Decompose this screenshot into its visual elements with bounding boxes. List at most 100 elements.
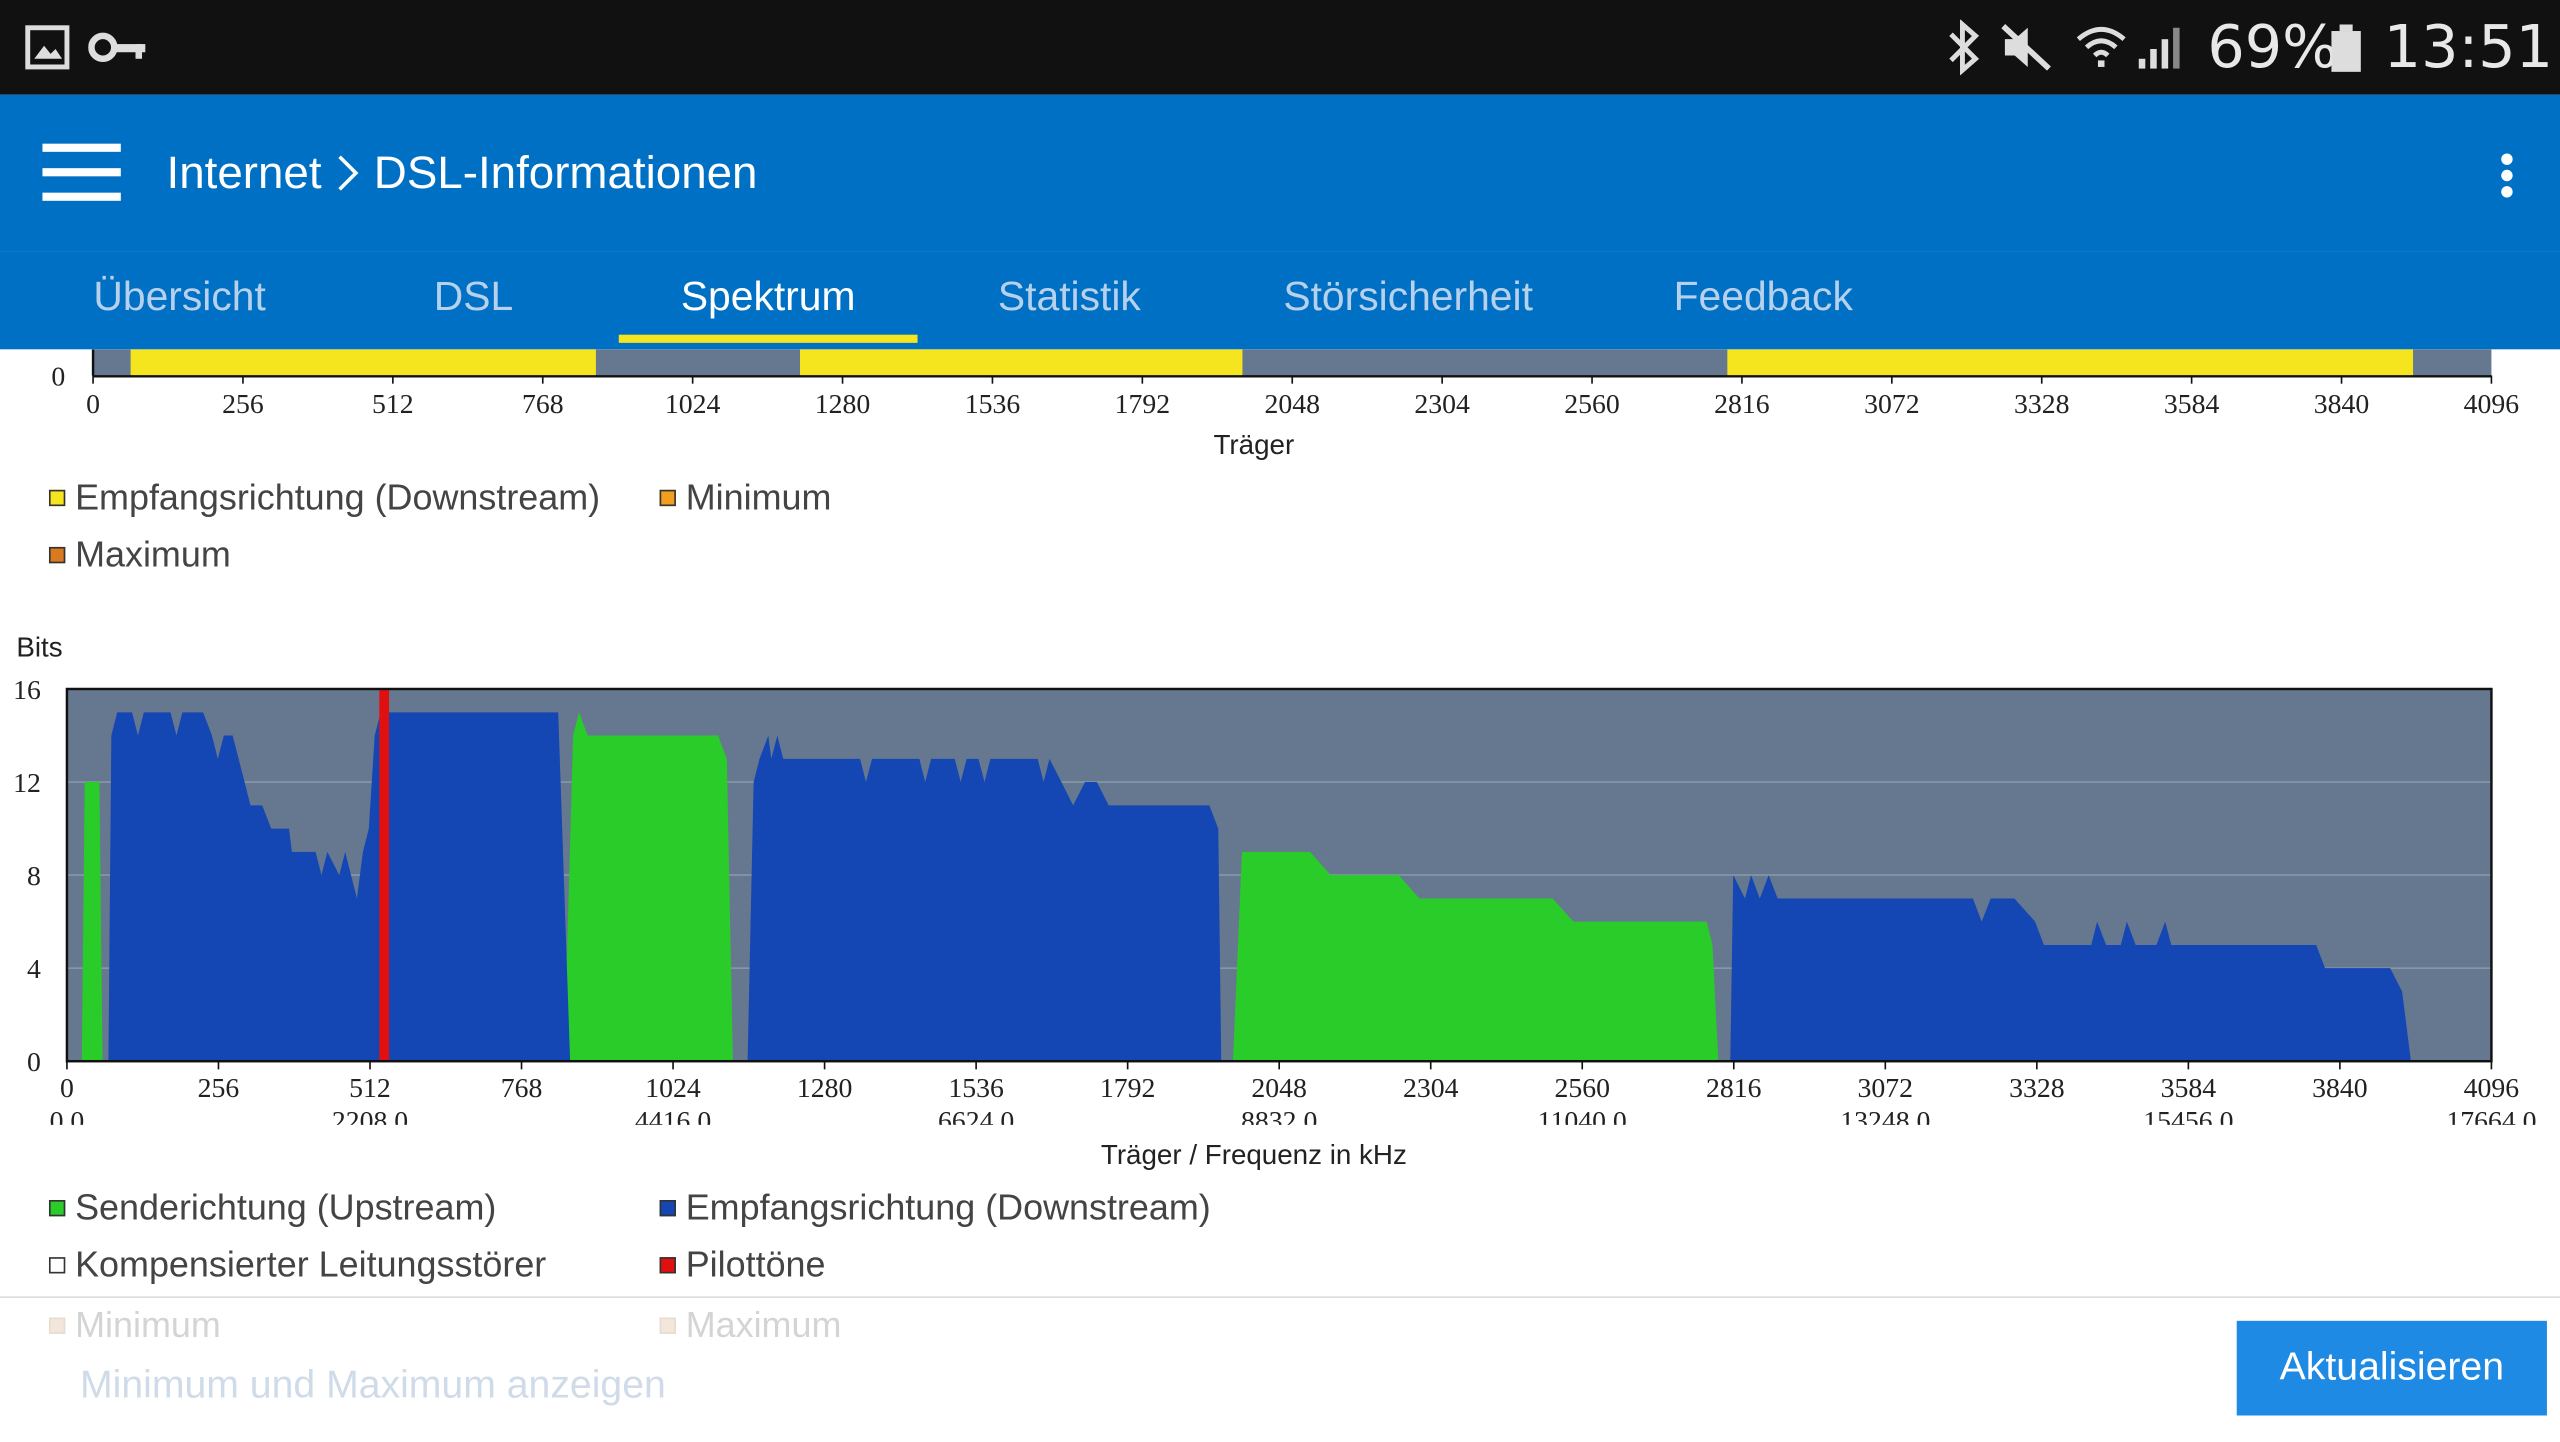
snr-x-tick-label: 0 — [86, 389, 100, 420]
x-tick-label: 4096 — [2464, 1073, 2520, 1104]
snr-x-axis-title: Träger — [1213, 429, 1295, 461]
x-tick-label: 1024 — [645, 1073, 701, 1104]
tab-feedback[interactable]: Feedback — [1673, 274, 1853, 320]
snr-band — [1727, 349, 2414, 376]
breadcrumb-parent[interactable]: Internet — [166, 146, 322, 198]
snr-x-tick-label: 3840 — [2314, 389, 2370, 420]
y-tick-label: 0 — [27, 1047, 41, 1078]
legend-label: Empfangsrichtung (Downstream) — [75, 476, 601, 518]
active-tab-indicator — [618, 334, 918, 343]
snr-band — [130, 349, 596, 376]
legend-swatch-yellow — [48, 489, 66, 507]
series-area — [1730, 875, 2411, 1062]
snr-x-tick-label: 2304 — [1414, 389, 1470, 420]
series-area — [1232, 851, 1719, 1062]
freq-tick-label: 2208.0 — [332, 1106, 408, 1125]
legend-swatch-dark-orange — [48, 546, 66, 564]
legend-label: Maximum — [75, 533, 231, 575]
hamburger-menu-button[interactable] — [42, 143, 124, 203]
tab-uebersicht[interactable]: Übersicht — [93, 274, 266, 320]
snr-x-tick-label: 1792 — [1115, 389, 1171, 420]
x-tick-label: 3584 — [2161, 1073, 2217, 1104]
legend-label: Minimum — [685, 476, 832, 518]
snr-x-tick-label: 1280 — [815, 389, 871, 420]
tab-statistik[interactable]: Statistik — [997, 274, 1141, 320]
snr-x-tick-label: 3584 — [2164, 389, 2220, 420]
series-area — [108, 712, 571, 1062]
snr-x-tick-label: 4096 — [2464, 389, 2520, 420]
signal-icon — [2132, 0, 2191, 95]
legend-item[interactable]: Kompensierter Leitungsstörer — [48, 1244, 546, 1286]
wifi-icon — [2073, 0, 2129, 95]
y-tick-label: 16 — [13, 675, 41, 706]
x-tick-label: 3840 — [2312, 1073, 2368, 1104]
legend-swatch-red — [659, 1257, 676, 1274]
legend-swatch-blue — [659, 1199, 676, 1217]
legend-item[interactable]: Empfangsrichtung (Downstream) — [48, 476, 601, 519]
legend-item[interactable]: Pilottöne — [659, 1244, 826, 1286]
freq-tick-label: 13248.0 — [1840, 1106, 1930, 1125]
page-title: DSL-Informationen — [373, 146, 758, 198]
legend-swatch-faded — [48, 1317, 66, 1334]
vpn-key-icon — [88, 0, 150, 95]
series-area — [564, 712, 733, 1062]
tab-stoersicherheit[interactable]: Störsicherheit — [1283, 274, 1533, 320]
freq-tick-label: 11040.0 — [1538, 1106, 1627, 1125]
bits-chart: 0 4 8 12 16 0 256 512 768 1024 1280 1536 1792 2048 230… — [13, 675, 2536, 1125]
snr-x-tick-label: 2560 — [1564, 389, 1620, 420]
image-icon — [23, 0, 72, 95]
legend-item[interactable]: Empfangsrichtung (Downstream) — [659, 1186, 1211, 1229]
legend-label: Empfangsrichtung (Downstream) — [685, 1186, 1211, 1228]
legend-swatch-green — [48, 1199, 66, 1217]
battery-icon — [2327, 0, 2366, 95]
snr-x-tick-label: 3328 — [2014, 389, 2069, 420]
x-tick-label: 1536 — [948, 1073, 1004, 1104]
legend-item-faded[interactable]: Minimum — [48, 1304, 221, 1346]
snr-x-tick-label: 1024 — [665, 389, 721, 420]
freq-tick-label: 8832.0 — [1241, 1106, 1317, 1125]
pilot-tone-marker — [379, 688, 390, 1062]
snr-chart: 0 0 256 512 768 1024 1280 1536 1792 2048 2304 2560… — [51, 349, 2520, 420]
legend-swatch-white — [48, 1257, 66, 1274]
legend-swatch-orange — [659, 489, 676, 507]
freq-tick-label: 15456.0 — [2143, 1106, 2233, 1125]
x-tick-label: 3328 — [2009, 1073, 2064, 1104]
clock: 13:51 — [2383, 14, 2554, 82]
snr-band — [799, 349, 1243, 376]
x-tick-label: 0 — [60, 1073, 74, 1104]
tab-spektrum[interactable]: Spektrum — [680, 274, 856, 320]
spectrum-content[interactable]: 0 0 256 512 768 1024 1280 1536 1792 2048 2304 2560… — [0, 349, 2560, 1297]
x-tick-label: 2048 — [1251, 1073, 1307, 1104]
chevron-right-icon — [336, 153, 359, 192]
y-tick-label: 4 — [27, 954, 41, 985]
series-area — [81, 782, 103, 1062]
legend-label: Minimum — [75, 1304, 221, 1346]
legend-label: Senderichtung (Upstream) — [75, 1186, 497, 1228]
legend-item-faded[interactable]: Maximum — [659, 1304, 841, 1346]
x-tick-label: 1280 — [797, 1073, 853, 1104]
x-tick-label: 1792 — [1100, 1073, 1156, 1104]
bluetooth-icon — [1943, 0, 1985, 95]
tab-bar: Übersicht DSL Spektrum Statistik Störsic… — [0, 251, 2560, 350]
snr-x-tick-label: 768 — [522, 389, 564, 420]
x-tick-label: 512 — [349, 1073, 391, 1104]
snr-x-tick-label: 3072 — [1864, 389, 1919, 420]
tab-dsl[interactable]: DSL — [433, 274, 514, 320]
update-button[interactable]: Aktualisieren — [2236, 1320, 2547, 1416]
legend-item[interactable]: Minimum — [659, 476, 832, 519]
x-tick-label: 2304 — [1403, 1073, 1459, 1104]
y-tick-label: 12 — [13, 768, 41, 799]
legend-item[interactable]: Senderichtung (Upstream) — [48, 1186, 497, 1229]
show-min-max-link[interactable]: Minimum und Maximum anzeigen — [79, 1363, 666, 1408]
legend-item[interactable]: Maximum — [48, 533, 231, 576]
bits-x-axis-title: Träger / Frequenz in kHz — [1100, 1139, 1407, 1171]
snr-x-tick-label: 256 — [222, 389, 264, 420]
x-tick-label: 256 — [198, 1073, 240, 1104]
more-options-button[interactable] — [2485, 150, 2527, 202]
x-tick-label: 2560 — [1554, 1073, 1610, 1104]
x-tick-label: 2816 — [1706, 1073, 1762, 1104]
x-tick-label: 768 — [501, 1073, 543, 1104]
status-bar: 69% 13:51 — [0, 0, 2560, 95]
freq-tick-label: 6624.0 — [938, 1106, 1014, 1125]
y-tick-label: 8 — [27, 861, 41, 892]
